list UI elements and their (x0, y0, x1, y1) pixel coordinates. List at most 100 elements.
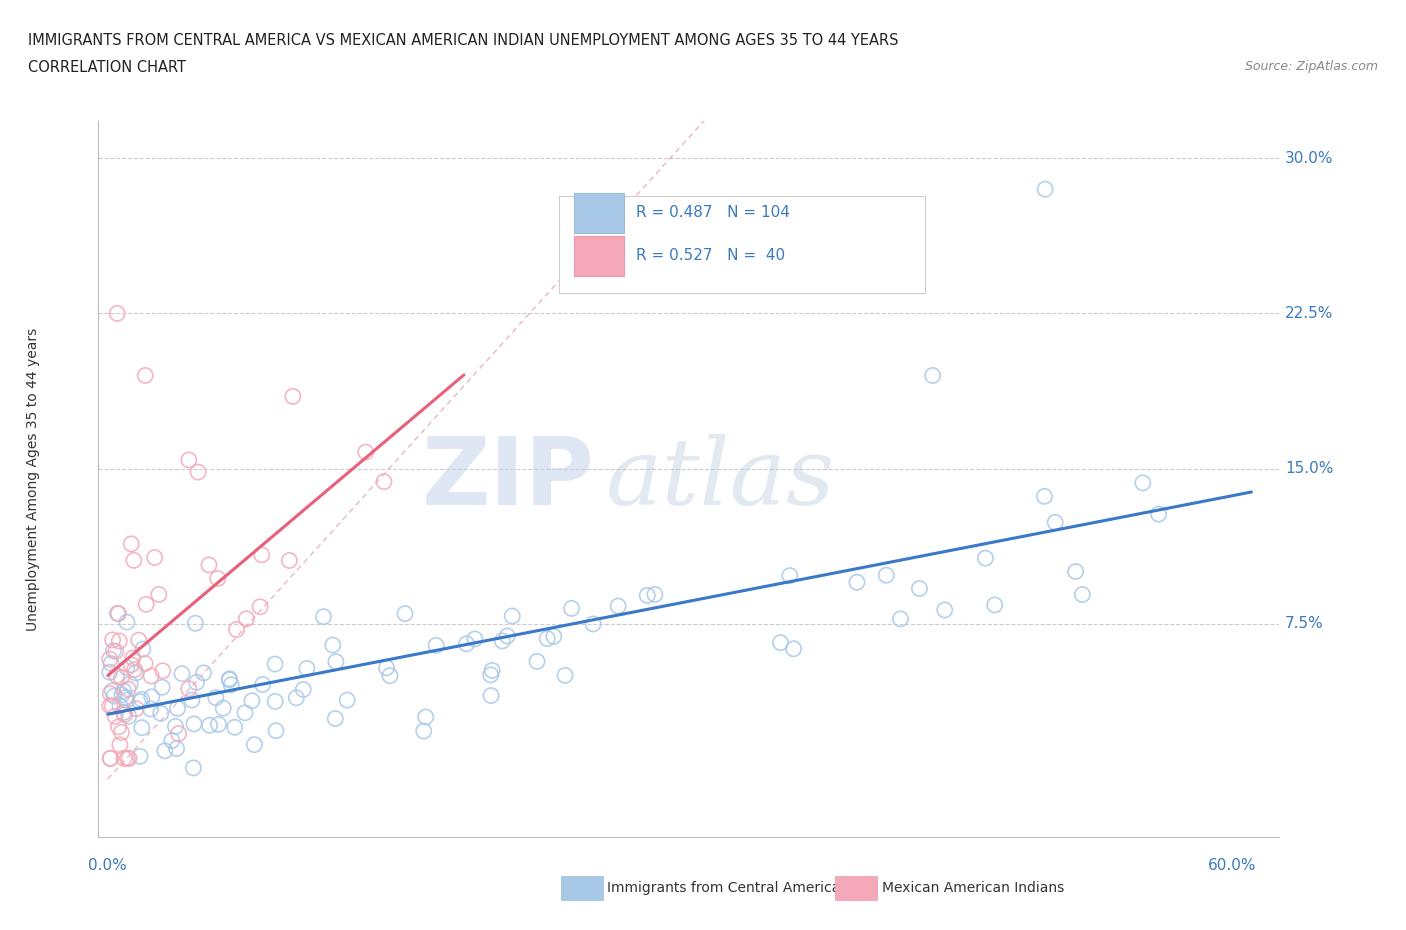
Text: 60.0%: 60.0% (1208, 857, 1257, 872)
Point (543, 629, 565, 644)
Point (779, 568, 801, 583)
Text: atlas: atlas (606, 434, 835, 524)
Point (264, 694, 287, 709)
Point (908, 581, 931, 596)
Point (984, 598, 1007, 613)
Point (1132, 475, 1154, 490)
Point (491, 633, 513, 648)
Point (479, 668, 502, 683)
Point (100, 751, 122, 765)
Point (1064, 565, 1087, 579)
Point (412, 724, 434, 738)
Point (207, 717, 229, 732)
Point (166, 701, 188, 716)
Point (479, 688, 502, 703)
Point (148, 587, 170, 602)
Point (149, 706, 172, 721)
Point (101, 632, 124, 647)
Point (252, 677, 274, 692)
Point (115, 660, 138, 675)
Point (118, 709, 141, 724)
Point (115, 693, 138, 708)
Point (501, 608, 523, 623)
Point (378, 669, 401, 684)
Point (120, 658, 142, 672)
Point (170, 666, 193, 681)
Point (281, 389, 304, 404)
Point (166, 741, 188, 756)
Point (108, 633, 131, 648)
Point (112, 751, 135, 765)
Point (103, 644, 125, 658)
Text: 15.0%: 15.0% (1285, 461, 1333, 476)
Point (129, 694, 152, 709)
Point (250, 548, 273, 563)
Text: CORRELATION CHART: CORRELATION CHART (28, 60, 186, 75)
Point (354, 445, 377, 459)
Point (464, 631, 486, 646)
Point (160, 733, 183, 748)
Point (323, 711, 346, 726)
Text: Immigrants from Central America: Immigrants from Central America (607, 881, 841, 896)
Point (135, 597, 157, 612)
Point (1043, 515, 1066, 530)
Point (112, 684, 135, 698)
Point (131, 720, 153, 735)
Point (243, 737, 266, 752)
Text: 22.5%: 22.5% (1285, 306, 1333, 321)
Text: R = 0.487   N = 104: R = 0.487 N = 104 (636, 205, 790, 220)
Point (561, 601, 583, 616)
Point (264, 724, 287, 738)
Point (114, 707, 136, 722)
Point (582, 617, 605, 631)
Point (526, 654, 548, 669)
Point (120, 677, 142, 692)
Point (141, 669, 163, 684)
Point (129, 749, 152, 764)
Point (233, 705, 256, 720)
Point (104, 709, 127, 724)
Point (101, 698, 124, 713)
Point (103, 688, 125, 703)
Point (183, 716, 205, 731)
Point (219, 677, 242, 692)
Point (98, 698, 121, 713)
Point (118, 751, 141, 765)
Point (117, 751, 139, 765)
Point (264, 657, 287, 671)
Point (177, 453, 200, 468)
Point (107, 606, 129, 621)
Point (415, 710, 437, 724)
FancyBboxPatch shape (560, 196, 925, 293)
Point (1033, 489, 1056, 504)
Point (153, 743, 176, 758)
Text: Mexican American Indians: Mexican American Indians (882, 881, 1064, 896)
Point (224, 720, 246, 735)
Point (496, 629, 519, 644)
Point (110, 724, 132, 739)
Point (107, 720, 129, 735)
Point (193, 666, 215, 681)
Text: 0.0%: 0.0% (89, 857, 127, 872)
Point (846, 575, 869, 590)
Point (111, 687, 134, 702)
Point (325, 654, 347, 669)
Point (425, 638, 447, 653)
Point (769, 635, 792, 650)
Point (105, 306, 128, 321)
Point (207, 571, 229, 586)
Point (212, 700, 235, 715)
Point (98, 686, 121, 701)
Point (110, 671, 132, 685)
FancyBboxPatch shape (575, 236, 624, 276)
Point (974, 551, 997, 565)
Point (125, 701, 148, 716)
Point (165, 719, 187, 734)
Point (132, 642, 155, 657)
Point (152, 663, 174, 678)
Text: 30.0%: 30.0% (1285, 151, 1333, 166)
Point (143, 551, 166, 565)
Point (644, 587, 666, 602)
Point (336, 693, 359, 708)
Point (134, 656, 156, 671)
